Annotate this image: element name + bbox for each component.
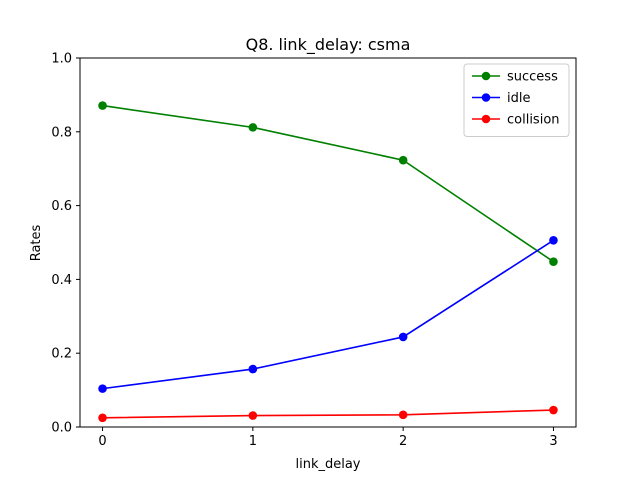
data-point-idle [248, 364, 258, 374]
x-tick-label: 1 [249, 434, 257, 449]
data-point-collision [549, 405, 558, 415]
series-line-collision [102, 409, 554, 419]
y-tick-label: 0.2 [51, 347, 72, 362]
data-point-collision [248, 411, 258, 420]
y-tick-label: 0.0 [51, 421, 72, 436]
y-axis-label: Rates [29, 224, 44, 261]
x-tick-label: 0 [98, 434, 106, 449]
x-tick-label: 3 [549, 434, 557, 449]
legend-swatch-marker [481, 71, 491, 81]
x-axis-label: link_delay [295, 457, 360, 472]
legend-label: collision [507, 113, 560, 128]
data-point-collision [398, 410, 408, 420]
plot-area: 0 1 2 3 0.0 0.2 0.4 0.6 0.8 1.0 [51, 52, 577, 449]
x-tick-label: 2 [399, 434, 407, 449]
legend-swatch-marker [481, 93, 491, 102]
legend-label: idle [507, 91, 530, 106]
data-point-idle [398, 332, 408, 342]
data-point-success [248, 123, 258, 132]
series-line-success [102, 104, 554, 263]
data-point-collision [98, 413, 107, 423]
data-point-success [98, 101, 107, 110]
axes-frame [79, 57, 577, 428]
y-tick-label: 1.0 [51, 52, 72, 67]
legend-label: success [507, 70, 558, 85]
chart-title: Q8. link_delay: csma [246, 35, 411, 55]
data-point-idle [549, 235, 558, 245]
y-tick-label: 0.4 [51, 273, 72, 288]
data-point-idle [98, 384, 107, 393]
series-line-idle [102, 239, 554, 390]
legend: success idle collision [463, 63, 570, 137]
legend-swatch-marker [481, 114, 491, 124]
y-tick-label: 0.6 [51, 199, 72, 214]
y-tick-label: 0.8 [51, 125, 72, 140]
data-point-success [549, 257, 558, 266]
data-point-success [398, 155, 408, 165]
